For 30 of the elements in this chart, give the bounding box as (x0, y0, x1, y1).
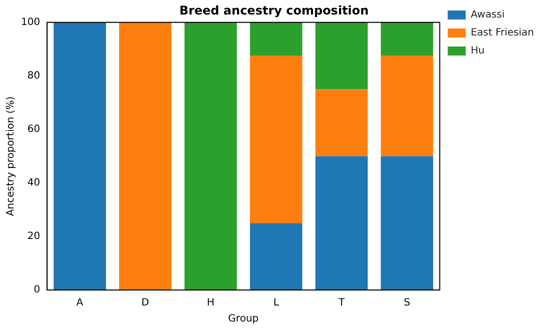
x-tick-label: H (206, 298, 214, 309)
x-tick-label: D (141, 298, 150, 309)
bar (184, 22, 237, 290)
bar (315, 22, 368, 90)
bar (380, 56, 434, 156)
y-axis-title: Ancestry proportion (%) (6, 96, 17, 216)
x-tick-label: T (338, 298, 346, 309)
bar (380, 156, 434, 290)
y-tick-label: 80 (27, 70, 40, 82)
bar (119, 22, 172, 290)
bar (250, 56, 302, 224)
bar (250, 223, 302, 290)
y-tick-label: 0 (34, 284, 40, 296)
legend-label: East Friesian (470, 28, 534, 39)
bar (315, 89, 368, 156)
x-axis-title: Group (228, 314, 259, 325)
x-tick-label: A (76, 298, 84, 309)
legend-label: Hu (470, 46, 485, 57)
bar (315, 156, 368, 290)
x-tick-label: L (273, 298, 280, 309)
y-tick-label: 40 (27, 178, 40, 189)
legend-label: Awassi (470, 10, 505, 21)
bar (250, 22, 302, 56)
bar (54, 22, 106, 290)
x-tick-label: S (404, 298, 410, 309)
y-tick-label: 20 (27, 231, 40, 242)
y-tick-label: 60 (27, 124, 40, 136)
bar (380, 22, 434, 56)
chart-title: Breed ancestry composition (179, 3, 369, 18)
y-tick-label: 100 (20, 16, 40, 28)
